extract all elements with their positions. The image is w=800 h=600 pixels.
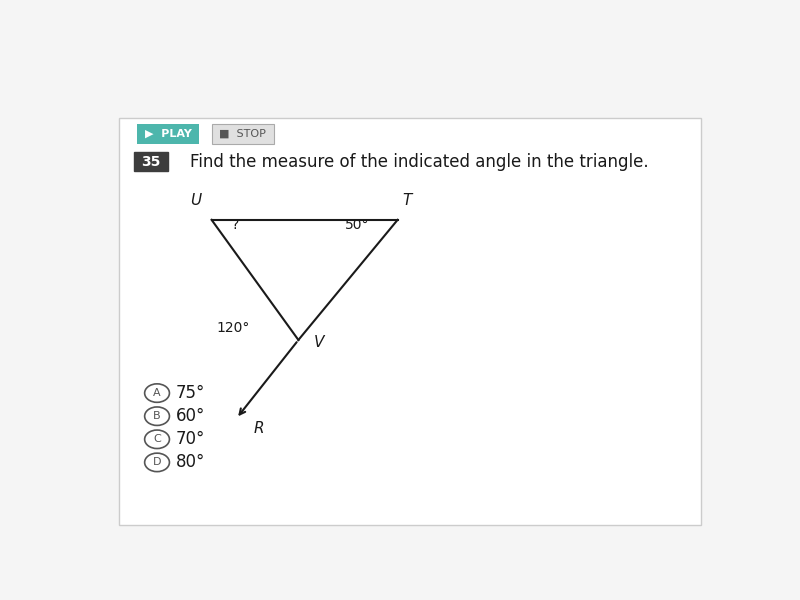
Text: D: D	[153, 457, 162, 467]
Text: ?: ?	[231, 218, 238, 232]
Text: R: R	[254, 421, 264, 436]
Text: V: V	[314, 335, 324, 350]
Text: A: A	[154, 388, 161, 398]
Bar	[211, 124, 274, 143]
Bar	[138, 124, 199, 143]
Text: 120°: 120°	[217, 322, 250, 335]
Text: B: B	[154, 411, 161, 421]
Text: ▶  PLAY: ▶ PLAY	[145, 129, 192, 139]
Text: T: T	[402, 193, 411, 208]
Text: U: U	[190, 193, 202, 208]
Text: 50°: 50°	[345, 218, 370, 232]
Text: C: C	[153, 434, 161, 444]
Text: 70°: 70°	[176, 430, 205, 448]
Bar	[118, 118, 702, 525]
Text: 60°: 60°	[176, 407, 205, 425]
Text: ■  STOP: ■ STOP	[219, 129, 266, 139]
Text: 75°: 75°	[176, 384, 205, 402]
Text: 80°: 80°	[176, 454, 205, 472]
Text: Find the measure of the indicated angle in the triangle.: Find the measure of the indicated angle …	[190, 152, 649, 170]
Bar	[134, 152, 168, 172]
Text: 35: 35	[142, 155, 161, 169]
